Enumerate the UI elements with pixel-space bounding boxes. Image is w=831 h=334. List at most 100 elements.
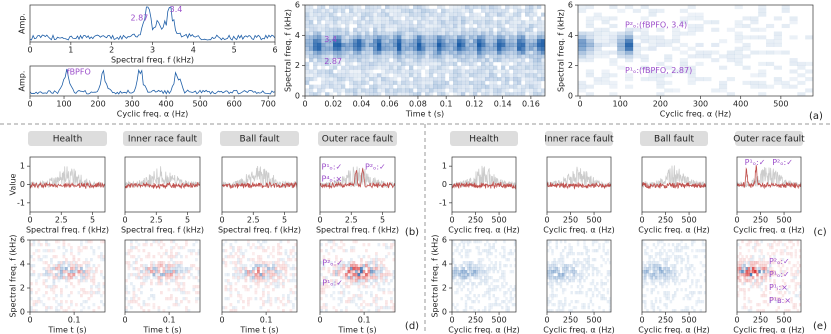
heat-cell bbox=[280, 252, 283, 255]
heat-cell bbox=[485, 20, 489, 24]
heat-cell bbox=[413, 9, 417, 13]
x-tick-label: 0.1 bbox=[440, 100, 453, 109]
heat-cell bbox=[309, 73, 313, 77]
heat-cell bbox=[488, 258, 490, 261]
heat-cell bbox=[739, 261, 741, 264]
heat-cell bbox=[564, 276, 566, 279]
heat-cell bbox=[517, 62, 521, 66]
heat-cell bbox=[345, 28, 349, 32]
heat-cell bbox=[525, 28, 529, 32]
heat-cell bbox=[237, 276, 240, 279]
x-tick-label: 1 bbox=[68, 46, 73, 55]
heat-cell bbox=[477, 24, 481, 28]
heat-cell bbox=[607, 300, 609, 303]
heat-cell bbox=[285, 270, 288, 273]
heat-cell bbox=[385, 43, 389, 47]
heat-cell bbox=[560, 300, 562, 303]
heat-cell bbox=[775, 243, 777, 246]
heat-cell bbox=[195, 276, 198, 279]
heat-cell bbox=[357, 47, 361, 51]
heat-cell bbox=[350, 276, 353, 279]
heat-cell bbox=[537, 77, 541, 81]
heat-cell bbox=[453, 13, 457, 17]
heat-cell bbox=[461, 73, 465, 77]
heat-cell bbox=[585, 258, 587, 261]
heat-cell bbox=[605, 252, 607, 255]
heat-cell bbox=[267, 291, 270, 294]
heat-cell bbox=[703, 77, 711, 81]
heat-cell bbox=[782, 81, 790, 85]
heat-cell bbox=[560, 258, 562, 261]
heat-cell bbox=[153, 267, 156, 270]
x-tick-label: 500 bbox=[776, 316, 791, 325]
heat-cell bbox=[570, 264, 572, 267]
heat-cell bbox=[782, 85, 790, 89]
heat-cell bbox=[313, 16, 317, 20]
heat-cell bbox=[413, 69, 417, 73]
heat-cell bbox=[349, 69, 353, 73]
heat-cell bbox=[125, 306, 128, 309]
heat-cell bbox=[413, 81, 417, 85]
heat-cell bbox=[280, 267, 283, 270]
panel-title: Health bbox=[469, 135, 499, 145]
heat-cell bbox=[765, 279, 767, 282]
heat-cell bbox=[790, 16, 798, 20]
heat-cell bbox=[100, 255, 103, 258]
heat-cell bbox=[503, 300, 505, 303]
heat-cell bbox=[393, 28, 397, 32]
heat-cell bbox=[240, 261, 243, 264]
x-tick-label: 100 bbox=[56, 100, 71, 109]
heat-cell bbox=[493, 20, 497, 24]
heat-cell bbox=[583, 267, 585, 270]
heat-cell bbox=[461, 267, 463, 270]
heat-cell bbox=[388, 288, 391, 291]
background-signal bbox=[547, 167, 611, 187]
heat-cell bbox=[409, 24, 413, 28]
heat-cell bbox=[537, 73, 541, 77]
annotation: P¹ₒ:✓ bbox=[745, 158, 766, 167]
heat-cell bbox=[357, 39, 361, 43]
heat-cell bbox=[35, 279, 38, 282]
heat-cell bbox=[133, 291, 136, 294]
heat-cell bbox=[551, 249, 553, 252]
heat-cell bbox=[373, 261, 376, 264]
heat-cell bbox=[437, 5, 441, 9]
heat-cell bbox=[653, 273, 655, 276]
heat-cell bbox=[562, 264, 564, 267]
heat-cell bbox=[564, 270, 566, 273]
heat-cell bbox=[237, 258, 240, 261]
heat-cell bbox=[262, 303, 265, 306]
heat-cell bbox=[363, 267, 366, 270]
heat-cell bbox=[457, 81, 461, 85]
heat-cell bbox=[252, 252, 255, 255]
heat-cell bbox=[175, 297, 178, 300]
heat-cell bbox=[353, 58, 357, 62]
heat-cell bbox=[577, 300, 579, 303]
heat-cell bbox=[369, 32, 373, 36]
heat-cell bbox=[317, 69, 321, 73]
heat-cell bbox=[525, 73, 529, 77]
heat-cell bbox=[158, 264, 161, 267]
heat-cell bbox=[363, 264, 366, 267]
heat-cell bbox=[90, 291, 93, 294]
heat-cell bbox=[655, 255, 657, 258]
heat-cell bbox=[60, 303, 63, 306]
heat-cell bbox=[655, 273, 657, 276]
heat-cell bbox=[53, 255, 56, 258]
x-tick-label: 500 bbox=[776, 216, 791, 225]
heat-cell bbox=[353, 32, 357, 36]
heat-cell bbox=[765, 285, 767, 288]
heat-cell bbox=[370, 276, 373, 279]
heat-cell bbox=[441, 58, 445, 62]
heat-cell bbox=[644, 264, 646, 267]
heat-cell bbox=[592, 279, 594, 282]
panel: Health0250500-101Cyclic freq. α (Hz) bbox=[439, 131, 520, 235]
plot-content bbox=[222, 240, 297, 312]
heat-cell bbox=[743, 16, 751, 20]
heat-cell bbox=[333, 9, 337, 13]
heat-cell bbox=[83, 273, 86, 276]
heat-cell bbox=[537, 28, 541, 32]
heat-cell bbox=[252, 273, 255, 276]
heat-cell bbox=[425, 43, 429, 47]
heat-cell bbox=[363, 285, 366, 288]
